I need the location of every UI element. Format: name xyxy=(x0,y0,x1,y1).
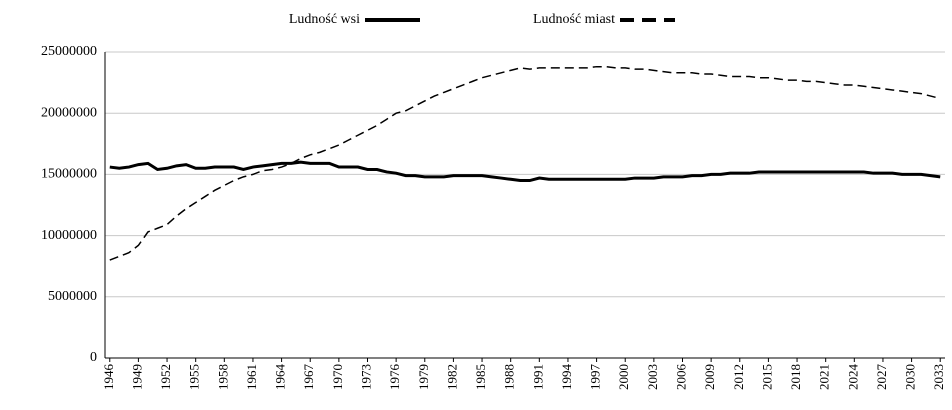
x-tick-label: 1970 xyxy=(330,364,345,390)
x-tick-label: 1991 xyxy=(530,364,545,390)
x-tick-label: 1958 xyxy=(215,364,230,390)
x-tick-label: 1994 xyxy=(559,364,574,391)
x-tick-label: 1946 xyxy=(101,364,116,391)
x-tick-label: 1976 xyxy=(387,364,402,391)
y-tick-label: 0 xyxy=(90,350,97,365)
x-tick-label: 2015 xyxy=(759,364,774,390)
x-tick-label: 2021 xyxy=(817,364,832,390)
x-tick-label: 1988 xyxy=(502,364,517,390)
x-tick-label: 2012 xyxy=(731,364,746,390)
x-tick-label: 2033 xyxy=(931,364,946,390)
x-tick-label: 1973 xyxy=(358,364,373,390)
y-tick-label: 10000000 xyxy=(41,228,97,243)
series-line xyxy=(109,65,941,261)
x-tick-label: 2003 xyxy=(645,364,660,390)
y-tick-label: 25000000 xyxy=(41,44,97,59)
x-tick-label: 2018 xyxy=(788,364,803,390)
x-tick-label: 2009 xyxy=(702,364,717,390)
x-tick-label: 1967 xyxy=(301,364,316,391)
x-tick-label: 1997 xyxy=(588,364,603,391)
x-tick-label: 2030 xyxy=(903,364,918,390)
x-tick-label: 1949 xyxy=(129,364,144,390)
y-tick-label: 5000000 xyxy=(48,289,97,304)
x-tick-label: 2027 xyxy=(874,364,889,391)
x-tick-label: 1955 xyxy=(187,364,202,390)
series-line xyxy=(109,160,941,183)
x-tick-label: 1964 xyxy=(273,364,288,391)
x-tick-label: 2000 xyxy=(616,364,631,390)
legend-label: Ludność wsi xyxy=(289,12,360,27)
x-tick-label: 1982 xyxy=(444,364,459,390)
x-tick-label: 2006 xyxy=(673,364,688,391)
y-tick-label: 20000000 xyxy=(41,105,97,120)
x-tick-label: 1952 xyxy=(158,364,173,390)
x-tick-label: 1979 xyxy=(416,364,431,390)
x-tick-label: 1961 xyxy=(244,364,259,390)
legend-label: Ludność miast xyxy=(533,12,615,27)
y-tick-label: 15000000 xyxy=(41,167,97,182)
x-tick-label: 1985 xyxy=(473,364,488,390)
x-tick-label: 2024 xyxy=(845,364,860,391)
